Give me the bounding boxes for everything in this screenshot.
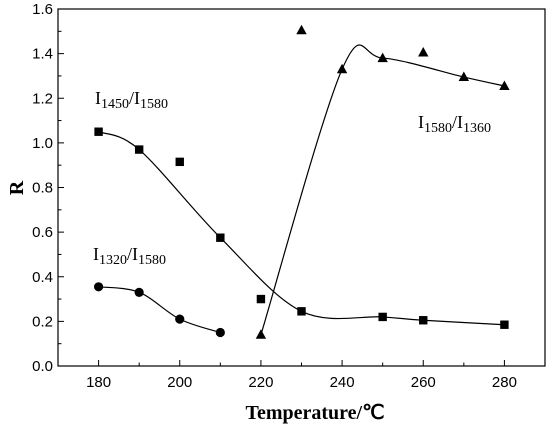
square-marker <box>419 316 428 325</box>
y-tick-label: 0.2 <box>32 313 53 330</box>
triangle-marker <box>336 63 348 74</box>
y-tick-label: 1.0 <box>32 135 53 152</box>
annotation-i1320-i1580: I1320/I1580 <box>93 244 166 268</box>
square-marker <box>500 320 509 329</box>
x-tick-label: 240 <box>330 374 355 391</box>
x-axis: 180 200 220 240 260 280 <box>57 360 546 391</box>
circle-marker <box>134 287 144 297</box>
triangle-marker <box>458 71 470 82</box>
square-marker <box>134 145 144 154</box>
square-marker <box>94 127 103 136</box>
triangle-marker <box>377 52 388 63</box>
y-tick-label: 1.4 <box>32 46 53 63</box>
data-markers <box>93 24 510 339</box>
square-marker <box>378 312 387 322</box>
y-axis-title: R <box>6 180 28 195</box>
x-tick-label: 180 <box>86 374 111 391</box>
x-tick-label: 220 <box>248 374 273 391</box>
y-tick-label: 0.8 <box>32 180 53 197</box>
circle-marker <box>175 314 185 324</box>
circle-marker <box>93 282 104 292</box>
circle-marker <box>215 327 225 338</box>
fit-curve-i1450 <box>98 131 505 326</box>
square-marker <box>297 307 306 316</box>
triangle-marker <box>296 24 307 35</box>
x-axis-title: Temperature/℃ <box>245 402 384 424</box>
annotation-i1580-i1360: I1580/I1360 <box>418 112 491 136</box>
triangle-marker <box>255 329 267 339</box>
y-tick-label: 0.6 <box>32 224 53 241</box>
annotation-i1450-i1580: I1450/I1580 <box>95 88 168 112</box>
y-tick-label: 0.4 <box>32 269 53 286</box>
triangle-marker <box>499 80 510 90</box>
square-marker <box>256 294 266 304</box>
square-marker <box>216 233 225 242</box>
y-tick-label: 1.6 <box>32 1 53 18</box>
y-axis: 0.0 0.2 0.4 0.6 0.8 1.0 1.2 1.4 1.6 <box>32 1 64 375</box>
fit-curves <box>98 44 505 335</box>
square-marker <box>175 157 184 167</box>
x-tick-label: 200 <box>167 374 192 391</box>
x-tick-label: 260 <box>411 374 436 391</box>
triangle-marker <box>418 47 429 57</box>
fit-curve-i1320 <box>98 286 221 334</box>
x-tick-label: 280 <box>492 374 517 391</box>
y-tick-label: 0.0 <box>32 358 53 375</box>
y-tick-label: 1.2 <box>32 90 53 107</box>
fit-curve-i1580 <box>260 44 505 335</box>
